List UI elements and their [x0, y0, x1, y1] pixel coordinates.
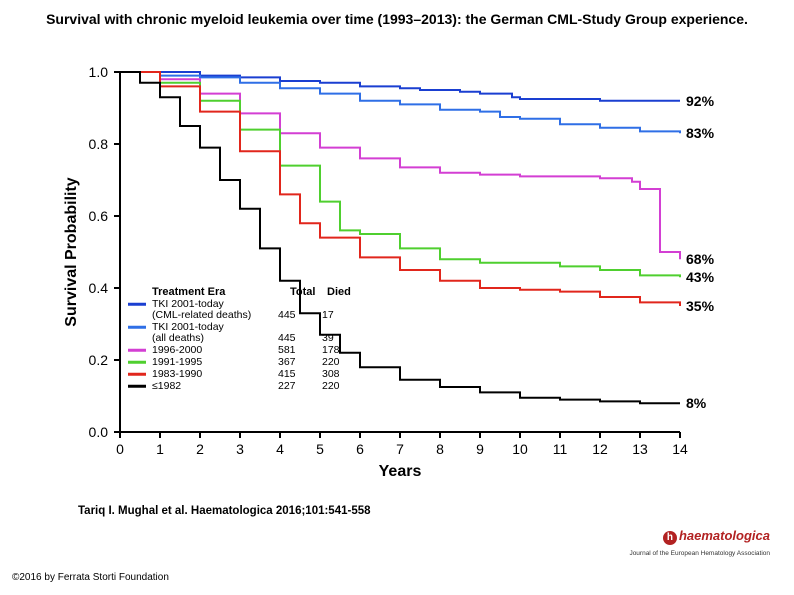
journal-glyph-icon: h	[663, 531, 677, 545]
page-title: Survival with chronic myeloid leukemia o…	[0, 0, 794, 33]
svg-text:0.6: 0.6	[89, 208, 109, 224]
svg-text:35%: 35%	[686, 298, 715, 314]
svg-text:6: 6	[356, 441, 364, 457]
svg-text:415: 415	[278, 368, 296, 380]
svg-text:4: 4	[276, 441, 284, 457]
svg-text:7: 7	[396, 441, 404, 457]
svg-text:92%: 92%	[686, 93, 715, 109]
svg-text:39: 39	[322, 332, 334, 344]
svg-text:3: 3	[236, 441, 244, 457]
svg-text:Years: Years	[379, 463, 422, 480]
svg-text:11: 11	[553, 441, 568, 457]
svg-text:12: 12	[592, 441, 608, 457]
svg-text:(CML-related deaths): (CML-related deaths)	[152, 309, 251, 321]
svg-text:5: 5	[316, 441, 324, 457]
svg-text:178: 178	[322, 344, 340, 356]
svg-text:17: 17	[322, 309, 334, 321]
svg-text:Treatment Era: Treatment Era	[152, 286, 226, 298]
svg-text:1996-2000: 1996-2000	[152, 344, 202, 356]
svg-text:1.0: 1.0	[89, 64, 109, 80]
svg-text:10: 10	[512, 441, 528, 457]
svg-text:445: 445	[278, 309, 296, 321]
svg-text:Died: Died	[327, 286, 351, 298]
svg-text:1991-1995: 1991-1995	[152, 356, 202, 368]
svg-text:9: 9	[476, 441, 484, 457]
svg-text:1983-1990: 1983-1990	[152, 368, 202, 380]
svg-text:0.4: 0.4	[89, 280, 109, 296]
svg-text:43%: 43%	[686, 269, 715, 285]
svg-text:Total: Total	[290, 286, 315, 298]
svg-text:227: 227	[278, 380, 296, 392]
survival-chart: 012345678910111213140.00.20.40.60.81.0Ye…	[60, 62, 740, 482]
svg-text:Survival Probability: Survival Probability	[63, 177, 80, 326]
svg-text:8%: 8%	[686, 395, 707, 411]
svg-text:581: 581	[278, 344, 296, 356]
svg-text:83%: 83%	[686, 125, 715, 141]
svg-text:220: 220	[322, 380, 340, 392]
svg-text:308: 308	[322, 368, 340, 380]
journal-logo: hhaematologica	[663, 528, 770, 545]
copyright-text: ©2016 by Ferrata Storti Foundation	[12, 572, 169, 583]
svg-text:367: 367	[278, 356, 296, 368]
svg-text:68%: 68%	[686, 251, 715, 267]
chart-svg: 012345678910111213140.00.20.40.60.81.0Ye…	[60, 62, 740, 482]
svg-text:1: 1	[156, 441, 164, 457]
svg-text:0.8: 0.8	[89, 136, 109, 152]
svg-text:2: 2	[196, 441, 204, 457]
svg-text:445: 445	[278, 332, 296, 344]
svg-text:14: 14	[672, 441, 688, 457]
svg-text:8: 8	[436, 441, 444, 457]
journal-subtitle: Journal of the European Hematology Assoc…	[629, 550, 770, 557]
svg-text:≤1982: ≤1982	[152, 380, 181, 392]
svg-text:220: 220	[322, 356, 340, 368]
citation-text: Tariq I. Mughal et al. Haematologica 201…	[78, 505, 371, 517]
svg-text:(all deaths): (all deaths)	[152, 332, 204, 344]
journal-name: haematologica	[679, 528, 770, 543]
svg-text:0.2: 0.2	[89, 352, 109, 368]
svg-text:13: 13	[632, 441, 648, 457]
svg-text:0.0: 0.0	[89, 424, 109, 440]
svg-text:0: 0	[116, 441, 124, 457]
